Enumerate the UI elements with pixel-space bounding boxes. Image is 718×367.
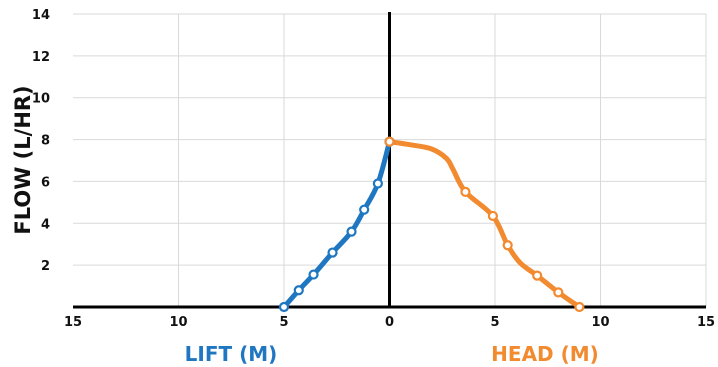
x-tick-label: 0: [385, 315, 394, 330]
x-tick-label: 10: [169, 315, 187, 330]
x-tick-label: 5: [279, 315, 288, 330]
head-data-point: [384, 136, 395, 147]
y-tick-label: 2: [41, 259, 50, 274]
head-data-point: [502, 240, 513, 251]
head-data-point: [487, 210, 498, 222]
axes: [73, 12, 706, 309]
x-tick-label: 10: [591, 315, 609, 330]
y-tick-label: 10: [32, 92, 50, 107]
x-axis-label-head: HEAD (M): [491, 342, 599, 366]
lift-data-point: [359, 204, 370, 215]
lift-data-point: [278, 301, 290, 313]
y-tick-label: 12: [32, 50, 50, 65]
x-tick-label: 15: [697, 315, 715, 330]
y-axis-label: FLOW (L/HR): [11, 85, 35, 234]
series-markers: [278, 136, 585, 313]
y-tick-label: 14: [32, 8, 50, 23]
x-tick-label: 15: [64, 315, 82, 330]
head-data-point: [574, 301, 585, 313]
y-tick-label: 6: [41, 175, 50, 190]
head-data-point: [532, 270, 543, 281]
head-data-point: [460, 186, 471, 197]
y-tick-label: 4: [41, 217, 50, 232]
lift-data-point: [372, 178, 383, 189]
x-axis-label-lift: LIFT (M): [185, 342, 278, 366]
lift-data-point: [293, 285, 304, 296]
y-tick-labels: 2 4 6 8 10 12 14: [32, 8, 50, 274]
series-lines: [281, 139, 582, 310]
lift-data-point: [346, 226, 357, 237]
x-tick-label: 5: [490, 315, 499, 330]
head-data-point: [553, 287, 564, 298]
lift-data-point: [308, 269, 319, 280]
y-tick-label: 8: [41, 134, 50, 149]
lift-series-line: [281, 139, 392, 310]
x-tick-labels: 15 10 5 0 5 10 15: [64, 315, 715, 330]
lift-data-point: [327, 247, 338, 258]
head-series-line: [387, 139, 582, 310]
